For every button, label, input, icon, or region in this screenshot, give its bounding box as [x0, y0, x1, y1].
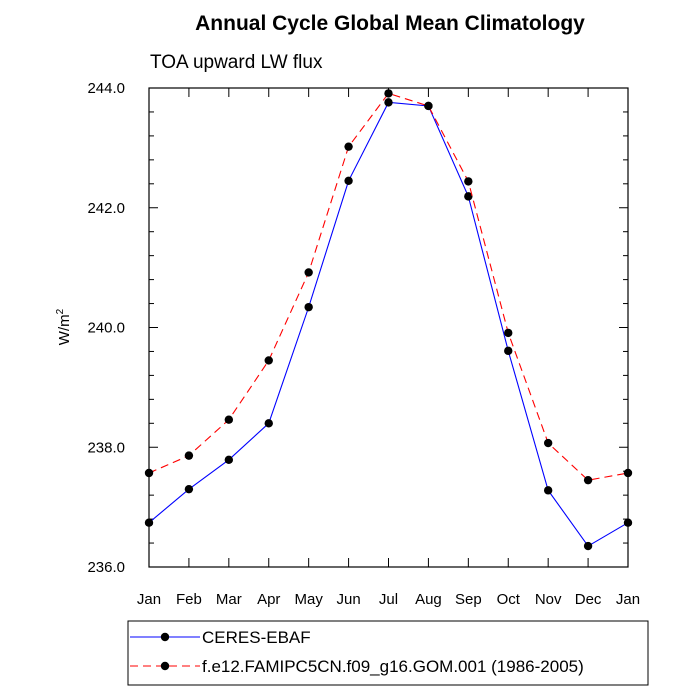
- x-axis: Jan Feb Mar Apr May Jun Jul Aug Sep Oct Nov Dec Jan: [137, 88, 640, 608]
- x-tick-label: May: [294, 591, 323, 608]
- series-0-point: [264, 419, 273, 428]
- series-0-point: [583, 541, 593, 551]
- legend-marker-0: [160, 632, 170, 642]
- y-axis-label-superscript: 2: [55, 308, 66, 314]
- series-0-point: [304, 302, 313, 312]
- x-tick-label: Jan: [616, 591, 640, 608]
- series-1-point: [264, 356, 273, 365]
- series-1-point: [504, 328, 513, 338]
- x-tick-label: Jan: [137, 591, 161, 608]
- x-tick-label: Oct: [497, 591, 521, 608]
- series-line-0: [148, 101, 629, 547]
- y-axis-label-text: W/m: [56, 314, 73, 345]
- legend-label-0: CERES-EBAF: [202, 628, 311, 647]
- legend-marker-1: [160, 661, 170, 671]
- y-axis: 236.0 238.0 240.0 242.0 244.0: [87, 80, 628, 576]
- series-layer: [144, 89, 633, 551]
- series-0-point: [623, 518, 633, 527]
- legend-box: [127, 620, 649, 686]
- y-tick-label: 242.0: [87, 200, 125, 217]
- series-1-point: [184, 451, 194, 460]
- series-0-point: [543, 486, 553, 495]
- series-1-point: [304, 268, 313, 277]
- series-1-point: [344, 142, 353, 151]
- x-tick-label: Sep: [455, 591, 482, 608]
- plot-frame: [148, 87, 629, 568]
- legend: CERES-EBAF f.e12.FAMIPC5CN.f09_g16.GOM.00…: [127, 620, 649, 686]
- series-0-point: [224, 455, 234, 465]
- series-0-point: [344, 176, 353, 186]
- series-1-point: [224, 415, 234, 424]
- series-1-point: [543, 438, 553, 448]
- series-1-point: [144, 468, 154, 478]
- x-tick-label: Dec: [575, 591, 602, 608]
- x-tick-label: Aug: [415, 591, 442, 608]
- series-line-1: [148, 92, 629, 481]
- x-tick-label: Nov: [535, 591, 562, 608]
- series-1-point: [424, 101, 433, 111]
- series-0-point: [504, 346, 513, 356]
- chart-title: Annual Cycle Global Mean Climatology: [195, 12, 585, 35]
- chart-subtitle: TOA upward LW flux: [150, 52, 323, 73]
- series-0-point: [144, 518, 154, 527]
- series-1-point: [623, 468, 633, 478]
- series-1-point: [384, 89, 393, 98]
- series-0-point: [384, 98, 393, 107]
- x-tick-label: Mar: [216, 591, 242, 608]
- y-tick-label: 244.0: [87, 80, 125, 97]
- y-tick-label: 238.0: [87, 439, 125, 456]
- series-0-point: [184, 484, 194, 494]
- series-1-point: [583, 475, 593, 485]
- series-1-point: [464, 177, 473, 186]
- x-tick-label: Jun: [336, 591, 360, 608]
- y-tick-label: 240.0: [87, 320, 125, 337]
- legend-label-1: f.e12.FAMIPC5CN.f09_g16.GOM.001 (1986-20…: [202, 657, 584, 676]
- series-0-point: [464, 192, 473, 201]
- x-tick-label: Jul: [379, 591, 398, 608]
- y-axis-label: W/m2: [55, 308, 73, 345]
- x-tick-label: Feb: [176, 591, 202, 608]
- x-tick-label: Apr: [257, 591, 280, 608]
- y-tick-label: 236.0: [87, 559, 125, 576]
